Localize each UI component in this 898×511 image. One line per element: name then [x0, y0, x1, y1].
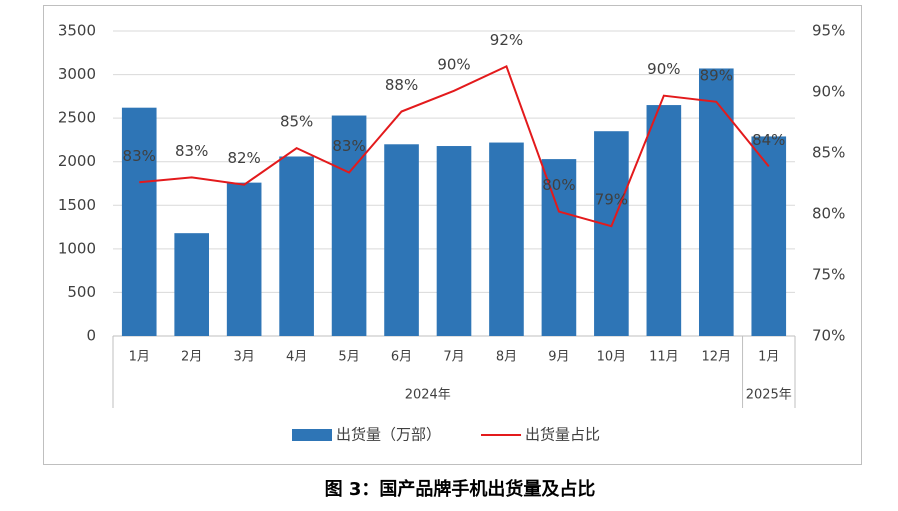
group-label: 2025年: [746, 388, 792, 403]
data-label: 82%: [227, 149, 260, 167]
data-label: 88%: [385, 76, 418, 94]
y-tick-label: 2500: [58, 109, 96, 127]
y-tick-label: 1500: [58, 196, 96, 214]
x-tick-label: 12月: [702, 350, 732, 365]
bar: [646, 105, 682, 336]
y-tick-label: 3500: [58, 22, 96, 40]
bar: [698, 68, 734, 336]
data-label: 83%: [123, 147, 156, 165]
y2-tick-label: 95%: [812, 22, 845, 40]
data-label: 83%: [175, 142, 208, 160]
group-label: 2024年: [405, 388, 451, 403]
x-tick-label: 7月: [443, 350, 464, 365]
bar: [541, 159, 577, 336]
bar: [331, 115, 367, 337]
y-tick-label: 2000: [58, 152, 96, 170]
bar: [436, 146, 472, 336]
x-tick-label: 5月: [338, 350, 359, 365]
bar: [489, 142, 524, 336]
y2-tick-label: 75%: [812, 266, 845, 284]
bar: [226, 182, 262, 336]
x-tick-label: 9月: [548, 350, 569, 365]
chart-title: 图 3：国产品牌手机出货量及占比: [325, 478, 596, 500]
line: [139, 65, 770, 228]
y-tick-label: 1000: [58, 239, 96, 257]
bar: [594, 131, 629, 336]
bar: [384, 144, 419, 336]
x-tick-label: 6月: [391, 350, 412, 365]
x-tick-label: 2月: [181, 350, 202, 365]
data-label: 89%: [700, 66, 733, 84]
bar: [174, 233, 210, 336]
y2-tick-label: 80%: [812, 205, 845, 223]
data-label: 85%: [280, 113, 313, 131]
y-tick-label: 500: [67, 283, 96, 301]
bar: [751, 136, 787, 336]
legend-label: 出货量（万部）: [336, 426, 441, 444]
x-tick-label: 1月: [129, 350, 150, 365]
y2-tick-label: 85%: [812, 144, 845, 162]
legend-swatch: [292, 429, 332, 441]
legend-label: 出货量占比: [525, 426, 600, 444]
x-tick-label: 10月: [597, 350, 627, 365]
data-label: 90%: [437, 55, 470, 73]
data-label: 79%: [595, 191, 628, 209]
data-label: 92%: [490, 31, 523, 49]
data-label: 90%: [647, 60, 680, 78]
bar: [121, 107, 157, 336]
bar: [279, 156, 314, 336]
x-tick-label: 4月: [286, 350, 307, 365]
y2-tick-label: 70%: [812, 327, 845, 345]
x-tick-label: 3月: [234, 350, 255, 365]
y-tick-label: 0: [86, 327, 96, 345]
y-tick-label: 3000: [58, 65, 96, 83]
data-label: 84%: [752, 131, 785, 149]
x-tick-label: 1月: [758, 350, 779, 365]
x-tick-label: 11月: [649, 350, 679, 365]
x-tick-label: 8月: [496, 350, 517, 365]
data-label: 83%: [332, 137, 365, 155]
y2-tick-label: 90%: [812, 83, 845, 101]
data-label: 80%: [542, 176, 575, 194]
